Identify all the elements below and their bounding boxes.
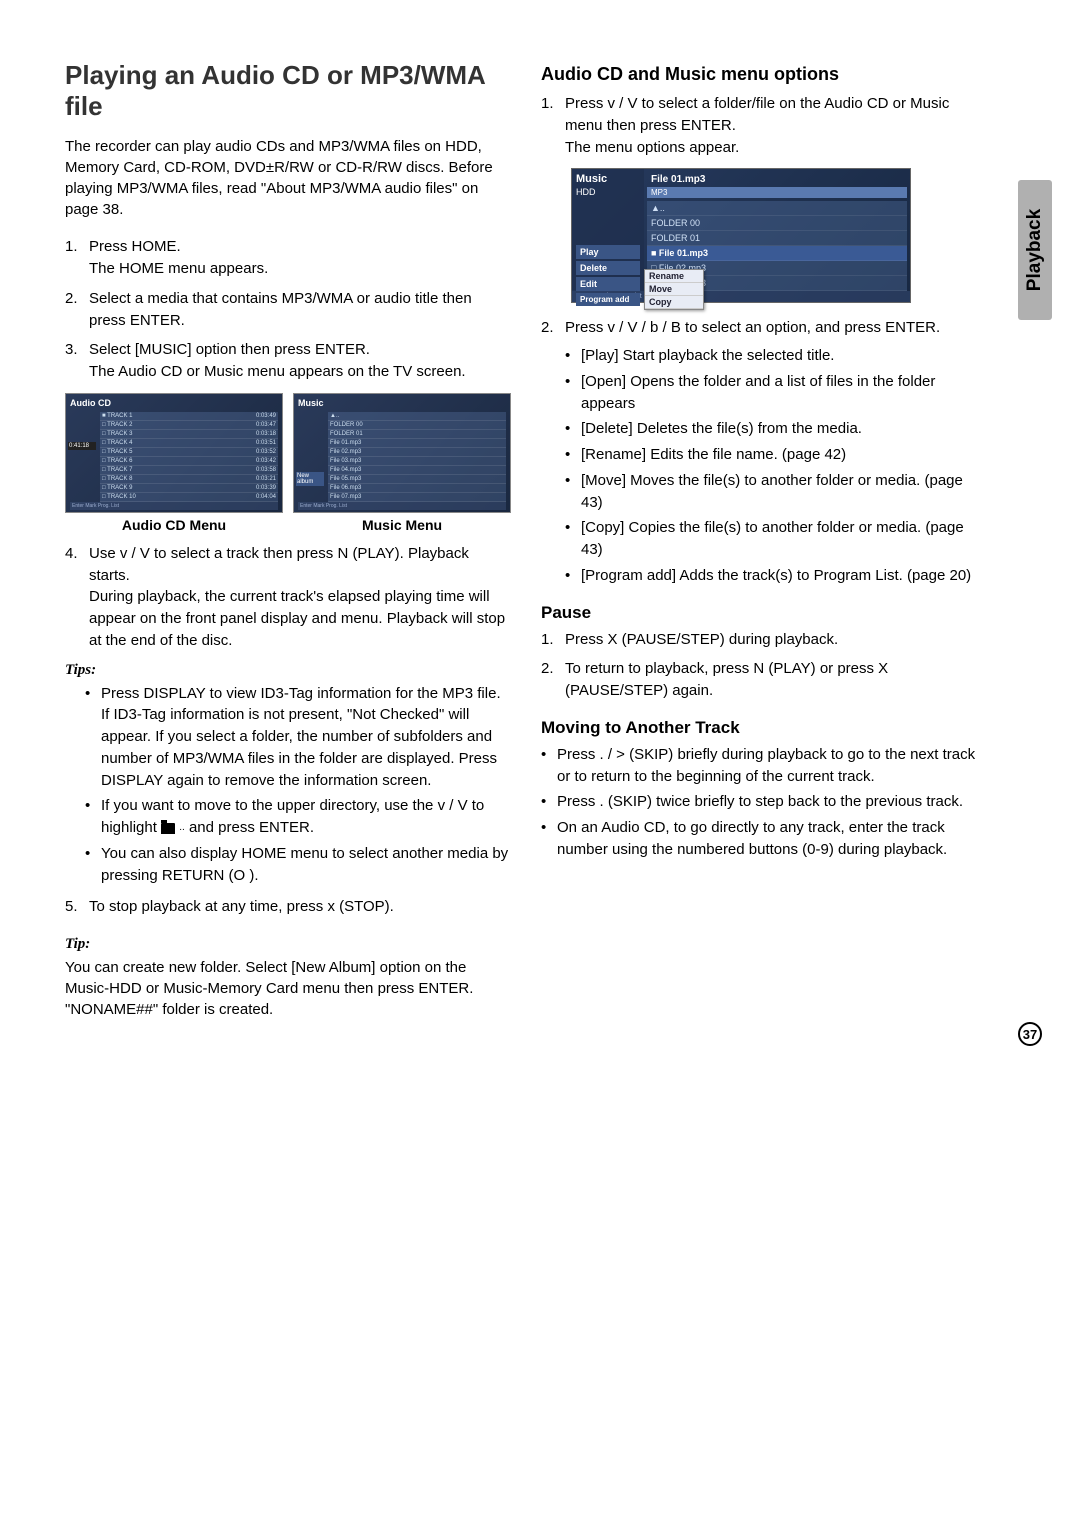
tip-item: If you want to move to the upper directo…: [85, 795, 511, 839]
option-item: [Open] Opens the folder and a list of fi…: [565, 371, 987, 415]
context-menu: Rename Move Copy: [644, 269, 704, 310]
step-2: Select a media that contains MP3/WMA or …: [65, 288, 511, 332]
main-title: Playing an Audio CD or MP3/WMA file: [65, 60, 511, 122]
audio-cd-screenshot: Audio CD 0:41:18 ■ TRACK 10:03:49 □ TRAC…: [65, 393, 283, 513]
option-item: [Delete] Deletes the file(s) from the me…: [565, 418, 987, 440]
folder-up-icon: [161, 823, 175, 834]
screenshots-row: Audio CD 0:41:18 ■ TRACK 10:03:49 □ TRAC…: [65, 393, 511, 513]
steps-list-c: To stop playback at any time, press x (S…: [65, 896, 511, 918]
tip-item: Press DISPLAY to view ID3-Tag informatio…: [85, 683, 511, 792]
move-title: Moving to Another Track: [541, 718, 987, 738]
right-step-1: Press v / V to select a folder/file on t…: [541, 93, 987, 158]
pause-step: To return to playback, press N (PLAY) or…: [541, 658, 987, 702]
step-4: Use v / V to select a track then press N…: [65, 543, 511, 652]
option-item: [Move] Moves the file(s) to another fold…: [565, 470, 987, 514]
steps-list-b: Use v / V to select a track then press N…: [65, 543, 511, 652]
right-step-2: Press v / V / b / B to select an option,…: [541, 317, 987, 586]
intro-text: The recorder can play audio CDs and MP3/…: [65, 136, 511, 220]
option-item: [Play] Start playback the selected title…: [565, 345, 987, 367]
move-item: Press . (SKIP) twice briefly to step bac…: [541, 791, 987, 813]
audio-cd-caption: Audio CD Menu: [65, 517, 283, 533]
music-screenshot: Music New album ▲.. FOLDER 00 FOLDER 01 …: [293, 393, 511, 513]
options-list: [Play] Start playback the selected title…: [565, 345, 987, 587]
move-list: Press . / > (SKIP) briefly during playba…: [541, 744, 987, 861]
right-steps-1: Press v / V to select a folder/file on t…: [541, 93, 987, 158]
tip-label: Tip:: [65, 936, 511, 953]
page-number: 37: [1018, 1022, 1042, 1046]
pause-title: Pause: [541, 603, 987, 623]
option-item: [Copy] Copies the file(s) to another fol…: [565, 517, 987, 561]
move-item: On an Audio CD, to go directly to any tr…: [541, 817, 987, 861]
tips-list: Press DISPLAY to view ID3-Tag informatio…: [85, 683, 511, 887]
music-caption: Music Menu: [293, 517, 511, 533]
move-item: Press . / > (SKIP) briefly during playba…: [541, 744, 987, 788]
section-tab-label: Playback: [1024, 209, 1046, 291]
right-column: Audio CD and Music menu options Press v …: [541, 60, 1015, 1036]
left-column: Playing an Audio CD or MP3/WMA file The …: [65, 60, 511, 1036]
screenshot-captions: Audio CD Menu Music Menu: [65, 517, 511, 533]
pause-steps: Press X (PAUSE/STEP) during playback. To…: [541, 629, 987, 702]
page-content: Playing an Audio CD or MP3/WMA file The …: [65, 60, 1015, 1036]
step-3: Select [MUSIC] option then press ENTER. …: [65, 339, 511, 383]
menu-popup-screenshot: Music HDD Play Delete Edit Program add F…: [571, 168, 911, 303]
tips-label: Tips:: [65, 662, 511, 679]
tip-item: You can also display HOME menu to select…: [85, 843, 511, 887]
option-item: [Program add] Adds the track(s) to Progr…: [565, 565, 987, 587]
right-title: Audio CD and Music menu options: [541, 64, 987, 85]
right-steps-2: Press v / V / b / B to select an option,…: [541, 317, 987, 586]
pause-step: Press X (PAUSE/STEP) during playback.: [541, 629, 987, 651]
step-5: To stop playback at any time, press x (S…: [65, 896, 511, 918]
tip-text: You can create new folder. Select [New A…: [65, 957, 511, 1020]
section-tab: Playback: [1018, 180, 1052, 320]
steps-list-a: Press HOME. The HOME menu appears. Selec…: [65, 236, 511, 383]
step-1: Press HOME. The HOME menu appears.: [65, 236, 511, 280]
option-item: [Rename] Edits the file name. (page 42): [565, 444, 987, 466]
